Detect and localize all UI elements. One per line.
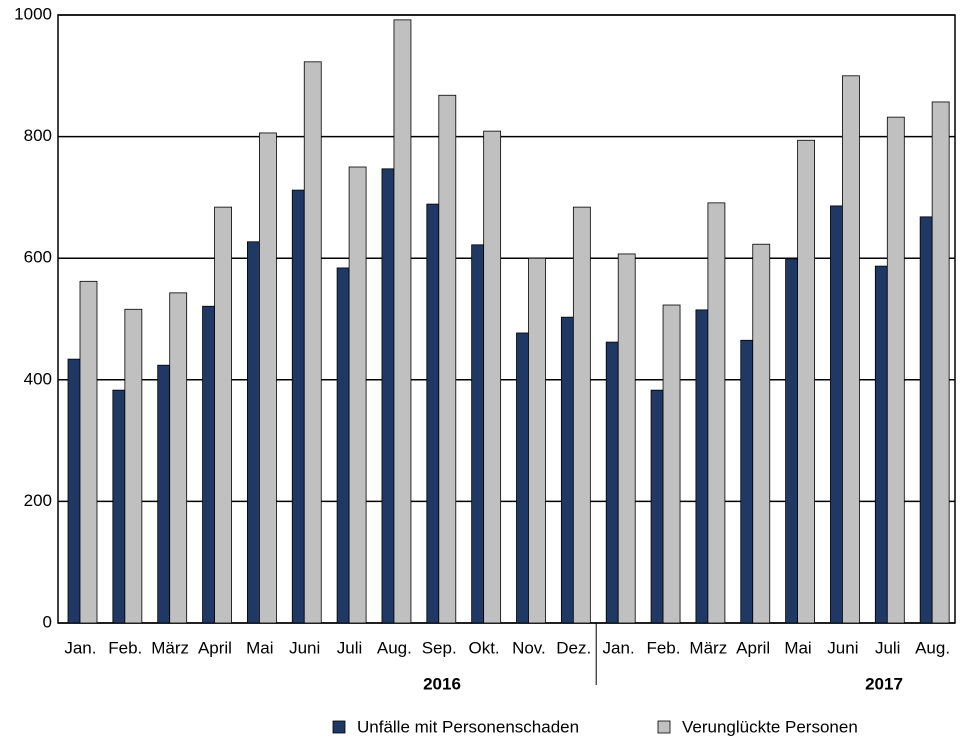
bar <box>336 267 350 624</box>
bar <box>617 253 636 624</box>
bar <box>393 19 412 624</box>
bar <box>931 101 950 624</box>
x-tick-label: Jan. <box>64 638 96 657</box>
bar <box>650 389 664 624</box>
bar <box>662 304 681 624</box>
bar <box>303 61 322 624</box>
bar <box>157 364 171 624</box>
bar <box>438 94 457 624</box>
bar <box>886 116 905 624</box>
x-tick-label: Dez. <box>556 638 591 657</box>
bar <box>842 75 860 624</box>
bar <box>560 316 574 624</box>
x-tick-label: Jan. <box>603 638 635 657</box>
legend-label: Verunglückte Personen <box>682 717 858 736</box>
bar <box>112 389 126 624</box>
x-tick-label: April <box>736 638 770 657</box>
bar <box>169 292 188 624</box>
bar <box>214 206 232 624</box>
bar <box>785 258 798 624</box>
bar <box>381 168 395 624</box>
x-tick-label: Mai <box>246 638 273 657</box>
y-tick-label: 600 <box>24 248 52 267</box>
bar <box>752 243 771 624</box>
bar <box>707 202 726 624</box>
bar <box>246 241 260 624</box>
bar <box>797 139 815 624</box>
bar <box>291 189 305 624</box>
legend-swatch <box>657 720 671 734</box>
x-tick-label: Nov. <box>512 638 546 657</box>
year-label: 2016 <box>423 674 461 693</box>
legend-swatch <box>332 720 346 734</box>
x-tick-label: April <box>198 638 232 657</box>
bar <box>572 206 591 624</box>
x-tick-label: März <box>151 638 189 657</box>
x-tick-label: Juli <box>337 638 363 657</box>
bar <box>426 203 440 624</box>
bar <box>79 280 98 624</box>
y-tick-label: 0 <box>43 612 52 631</box>
x-tick-label: Okt. <box>468 638 499 657</box>
legend-label: Unfälle mit Personenschaden <box>357 717 579 736</box>
bar <box>483 130 502 624</box>
plot-border <box>57 14 956 624</box>
x-tick-label: Feb. <box>108 638 142 657</box>
bar <box>67 358 81 624</box>
bar <box>740 339 754 624</box>
bar <box>919 216 933 624</box>
y-tick-label: 800 <box>24 126 52 145</box>
x-tick-label: Mai <box>784 638 811 657</box>
bar <box>471 244 485 624</box>
x-tick-label: März <box>689 638 727 657</box>
bar <box>528 257 546 624</box>
y-tick-label: 1000 <box>14 4 52 23</box>
year-label: 2017 <box>865 674 903 693</box>
x-tick-label: Aug. <box>377 638 412 657</box>
bar <box>605 341 619 624</box>
x-tick-label: Juni <box>289 638 320 657</box>
x-tick-label: Juli <box>875 638 901 657</box>
y-tick-label: 400 <box>24 369 52 388</box>
bar <box>258 132 277 624</box>
bar <box>124 308 143 624</box>
bar <box>874 265 888 624</box>
x-tick-label: Aug. <box>915 638 950 657</box>
x-tick-label: Juni <box>827 638 858 657</box>
bar <box>695 309 709 624</box>
x-tick-label: Sep. <box>422 638 457 657</box>
bar <box>348 166 367 624</box>
bar <box>830 205 843 624</box>
bar <box>516 332 529 624</box>
bar <box>202 305 215 624</box>
x-tick-label: Feb. <box>646 638 680 657</box>
y-tick-label: 200 <box>24 491 52 510</box>
